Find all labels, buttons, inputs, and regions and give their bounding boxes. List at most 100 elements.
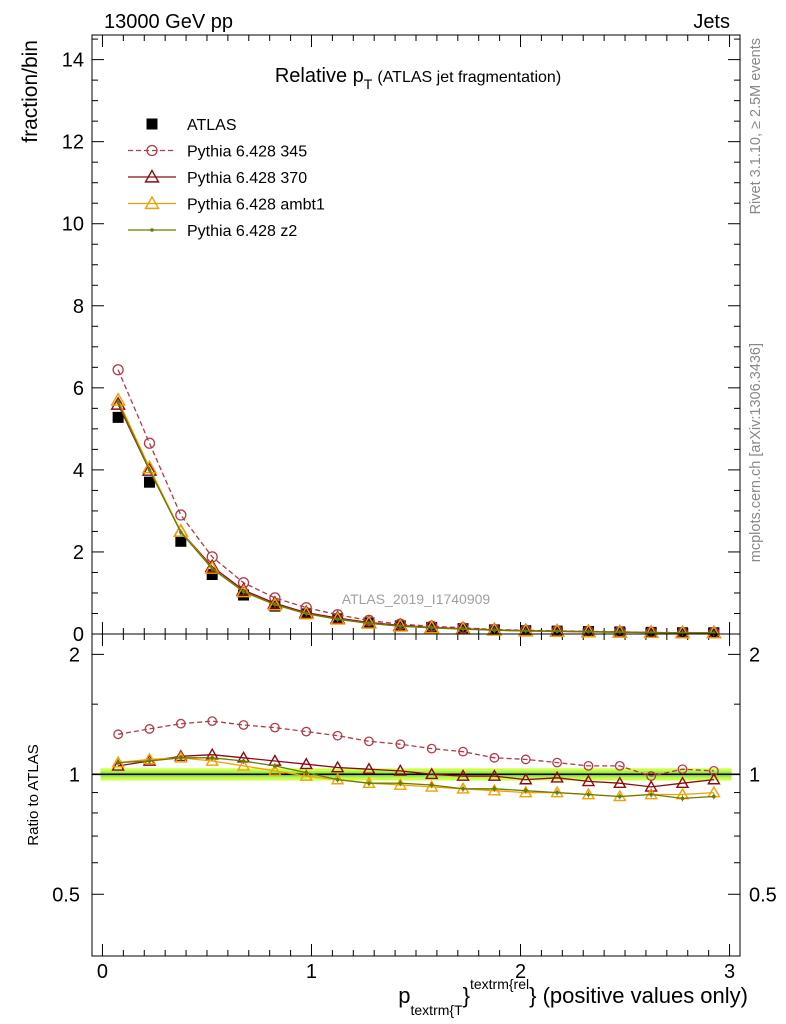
header-left: 13000 GeV pp — [104, 11, 233, 33]
main-data-point — [429, 626, 434, 630]
x-tick-label: 0 — [97, 961, 108, 983]
ratio-data-point — [644, 787, 658, 800]
ratio-series-line — [118, 757, 714, 800]
ratio-ytick-label: 2 — [69, 644, 80, 666]
legend-marker — [146, 118, 158, 130]
legend-marker — [144, 169, 160, 183]
main-data-point — [398, 624, 403, 629]
main-data-point — [618, 630, 622, 634]
ratio-data-point — [458, 746, 468, 757]
ratio-data-point — [613, 776, 627, 789]
legend-label: Pythia 6.428 370 — [187, 170, 307, 187]
ratio-data-point — [649, 792, 653, 797]
main-data-point — [674, 624, 691, 639]
ratio-data-point — [461, 786, 465, 791]
main-data-point — [555, 629, 559, 634]
main-data-point — [175, 509, 187, 521]
main-ytick-label: 6 — [73, 378, 84, 400]
ratio-ylabel: Ratio to ATLAS — [25, 744, 42, 845]
main-data-point — [586, 630, 591, 634]
main-data-point — [580, 623, 597, 638]
ratio-data-point — [707, 772, 721, 785]
main-data-point — [116, 400, 120, 404]
ratio-data-point — [520, 754, 531, 765]
ratio-data-point — [241, 759, 246, 763]
ratio-data-point — [586, 792, 591, 797]
ratio-data-point — [677, 764, 688, 775]
main-data-point — [235, 583, 252, 598]
ratio-data-point — [179, 756, 183, 760]
ratio-data-point — [487, 769, 502, 781]
ratio-data-point — [429, 783, 434, 787]
ratio-data-point — [424, 779, 439, 792]
main-ytick-label: 4 — [73, 460, 84, 482]
legend-marker — [146, 144, 158, 157]
main-title-text: Relative p — [275, 65, 364, 87]
main-data-point — [210, 566, 214, 571]
x-tick-label: 2 — [515, 961, 526, 983]
legend-label: Pythia 6.428 345 — [187, 144, 307, 161]
x-label-p: p — [398, 983, 410, 1008]
main-data-point — [143, 476, 155, 488]
ratio-ticks — [92, 653, 740, 895]
main-ytick-label: 12 — [62, 132, 84, 154]
ratio-data-point — [426, 743, 437, 754]
watermark: ATLAS_2019_I1740909 — [342, 591, 491, 607]
main-data-point — [649, 630, 653, 635]
header-right: Jets — [693, 11, 730, 33]
ratio-ytick-label: 0.5 — [52, 884, 80, 906]
ratio-data-point — [644, 779, 658, 792]
ratio-data-point — [362, 762, 376, 775]
legend-item: ATLAS — [146, 117, 237, 134]
ratio-uncertainty-band — [92, 768, 740, 781]
main-data-point — [461, 627, 465, 631]
legend-item: Pythia 6.428 370 — [128, 169, 307, 187]
ratio-data-point — [111, 758, 125, 771]
ratio-data-point — [712, 794, 716, 799]
main-data-point — [486, 622, 503, 636]
ratio-data-point — [238, 720, 249, 730]
main-data-point — [112, 411, 124, 423]
ratio-data-point — [489, 752, 500, 763]
main-data-point — [267, 596, 283, 611]
main-data-point — [110, 396, 126, 410]
ratio-data-point — [456, 769, 470, 781]
x-label-superscript: textrm{rel — [470, 976, 529, 992]
main-ytick-label: 14 — [62, 50, 84, 72]
legend-item: Pythia 6.428 z2 — [128, 223, 297, 240]
main-data-point — [273, 602, 277, 607]
main-data-point — [147, 468, 152, 472]
main-data-point — [204, 560, 220, 574]
x-label-tail: } (positive values only) — [529, 983, 748, 1008]
side-label-mcplots: mcplots.cern.ch [arXiv:1306.3436] — [748, 343, 764, 562]
ratio-ytick-labels-right: 0.5 1 2 — [749, 644, 777, 906]
ratio-series-line — [117, 754, 714, 788]
ratio-data-point — [299, 769, 313, 781]
main-ytick-label: 2 — [73, 542, 84, 564]
main-ytick-label: 8 — [73, 296, 84, 318]
main-data-point — [523, 629, 528, 633]
ratio-ytick-label-right: 0.5 — [749, 884, 777, 906]
ratio-data-point — [395, 739, 406, 750]
ratio-data-point — [492, 786, 497, 791]
main-ytick-label: 10 — [62, 214, 84, 236]
ratio-data-point — [364, 736, 374, 747]
ratio-data-point — [675, 776, 690, 789]
ratio-data-point — [332, 730, 343, 741]
main-title-suffix: (ATLAS jet fragmentation) — [377, 69, 561, 86]
ratio-data-point — [581, 774, 596, 787]
ratio-series-pythia-6-428-z2 — [116, 754, 716, 802]
legend-marker — [150, 228, 154, 232]
main-series — [110, 364, 722, 639]
ratio-data-point — [487, 783, 502, 796]
main-data-point — [492, 628, 497, 633]
ratio-data-point — [210, 756, 214, 760]
x-axis-label: ptextrm{T}textrm{rel} (positive values o… — [398, 976, 748, 1018]
ratio-data-point — [583, 760, 594, 771]
ratio-data-point — [174, 750, 188, 763]
ratio-data-point — [519, 785, 533, 798]
ratio-data-point — [424, 767, 439, 780]
ratio-data-point — [523, 788, 528, 793]
legend-label: Pythia 6.428 z2 — [187, 223, 297, 240]
